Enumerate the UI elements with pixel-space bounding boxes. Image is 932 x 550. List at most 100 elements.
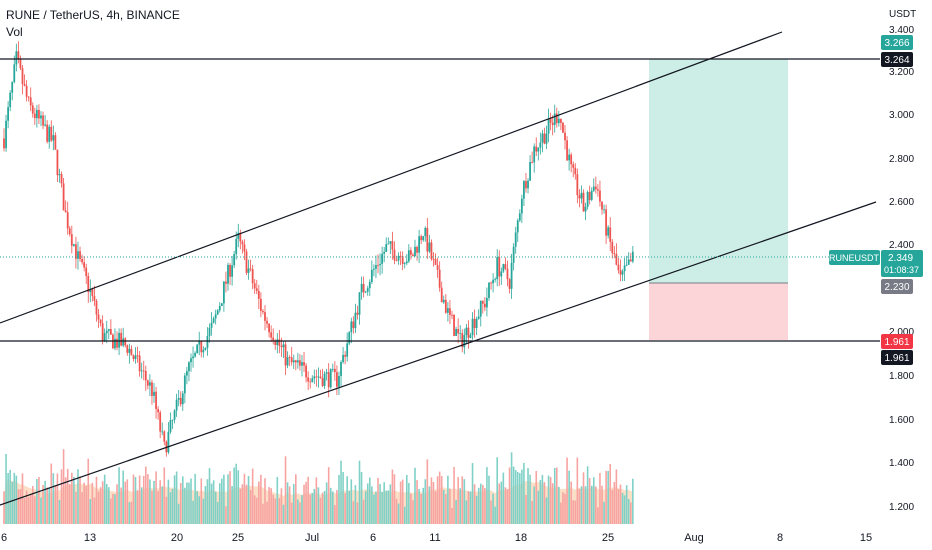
volume-bar xyxy=(231,486,233,524)
time-axis[interactable]: 6 13 20 25 Jul 6 11 18 25 Aug 8 15 xyxy=(1,532,872,544)
volume-bar xyxy=(297,499,299,524)
stop-price-badge[interactable]: 1.961 xyxy=(881,334,913,349)
volume-bar xyxy=(315,477,318,524)
candle-body xyxy=(570,154,573,165)
resistance-price-badge[interactable]: 3.264 xyxy=(881,52,913,67)
candles-layer xyxy=(3,41,634,457)
volume-bar xyxy=(68,484,71,524)
volume-bar xyxy=(34,496,36,524)
candle-body xyxy=(370,269,373,283)
candle-body xyxy=(222,281,225,304)
candle-body xyxy=(38,109,40,119)
volume-bar xyxy=(486,467,488,524)
candle-body xyxy=(311,378,314,382)
volume-bar xyxy=(539,479,542,524)
volume-bar xyxy=(221,478,223,524)
candle-body xyxy=(500,271,503,277)
candle-body xyxy=(582,192,585,212)
volume-bar xyxy=(570,481,572,524)
candle-body xyxy=(414,246,416,257)
candle-body xyxy=(149,382,151,386)
candle-body xyxy=(496,257,499,280)
volume-bar xyxy=(288,486,291,524)
candle-body xyxy=(62,183,65,211)
candle-body xyxy=(188,362,190,372)
volume-indicator-label[interactable]: Vol xyxy=(6,25,23,39)
volume-bar xyxy=(87,458,90,524)
volume-bar xyxy=(508,467,511,524)
volume-bar xyxy=(268,487,270,524)
candle-body xyxy=(545,133,548,144)
candle-body xyxy=(451,314,453,316)
support-price-badge[interactable]: 1.961 xyxy=(881,350,913,365)
volume-bar xyxy=(498,483,501,524)
volume-bar xyxy=(71,472,73,524)
price-axis[interactable]: USDT 3.400 3.200 3.000 2.800 2.600 2.400… xyxy=(889,9,916,513)
candle-body xyxy=(391,241,394,250)
candle-body xyxy=(167,431,170,453)
target-price-badge[interactable]: 3.266 xyxy=(881,35,913,50)
candle-body xyxy=(3,138,5,149)
candle-body xyxy=(516,220,519,233)
candle-body xyxy=(259,298,262,311)
volume-bar xyxy=(408,482,410,524)
volume-bar xyxy=(144,466,147,524)
profit-zone[interactable] xyxy=(649,59,788,283)
candle-body xyxy=(140,370,143,372)
price-tick-label: 2.800 xyxy=(889,154,914,165)
loss-zone[interactable] xyxy=(649,283,788,340)
candle-body xyxy=(70,234,73,246)
volume-bar xyxy=(50,463,53,524)
candle-body xyxy=(529,162,531,181)
candle-body xyxy=(169,420,172,432)
volume-bar xyxy=(280,488,283,524)
volume-bar xyxy=(52,473,55,524)
volume-bar xyxy=(574,500,577,524)
volume-bar xyxy=(161,486,164,524)
candle-body xyxy=(486,297,488,308)
volume-bar xyxy=(356,502,359,524)
symbol-tag-badge[interactable]: RUNEUSDT xyxy=(829,250,880,265)
candle-body xyxy=(444,299,447,313)
candle-body xyxy=(336,372,338,387)
candle-body xyxy=(29,97,32,106)
candle-body xyxy=(471,318,474,336)
volume-bar xyxy=(564,493,566,524)
volume-bar xyxy=(514,470,517,524)
channel-upper-line[interactable] xyxy=(0,31,783,324)
volume-bar xyxy=(173,475,176,524)
candle-body xyxy=(85,267,88,277)
volume-bar xyxy=(334,505,336,524)
volume-bar xyxy=(506,488,509,524)
candle-body xyxy=(467,327,470,338)
volume-bar xyxy=(255,497,258,524)
volume-bar xyxy=(342,471,344,524)
volume-bar xyxy=(558,486,560,524)
time-tick-label: Jul xyxy=(305,532,319,544)
volume-bar xyxy=(346,476,348,524)
last-price-badge[interactable]: 2.349 01:08:37 xyxy=(881,250,923,277)
volume-bar xyxy=(17,489,20,524)
candle-body xyxy=(629,259,632,262)
volume-bar xyxy=(440,476,443,524)
entry-price-badge[interactable]: 2.230 xyxy=(881,279,913,294)
candle-body xyxy=(377,265,379,266)
candle-body xyxy=(504,264,507,269)
candle-body xyxy=(270,332,273,338)
volume-bar xyxy=(632,478,634,524)
volume-bar xyxy=(551,483,554,524)
volume-bar xyxy=(134,476,137,524)
volume-bar xyxy=(319,497,322,524)
volume-bar xyxy=(625,485,628,524)
candle-body xyxy=(603,209,605,211)
candle-body xyxy=(506,268,509,280)
volume-bar xyxy=(138,475,141,524)
channel-lower-line[interactable] xyxy=(0,201,877,506)
symbol-title[interactable]: RUNE / TetherUS, 4h, BINANCE xyxy=(6,8,180,22)
svg-text:1.961: 1.961 xyxy=(884,337,909,348)
candle-body xyxy=(381,253,384,264)
candle-body xyxy=(99,319,102,324)
candle-body xyxy=(274,341,277,346)
axis-currency-label: USDT xyxy=(889,9,916,20)
